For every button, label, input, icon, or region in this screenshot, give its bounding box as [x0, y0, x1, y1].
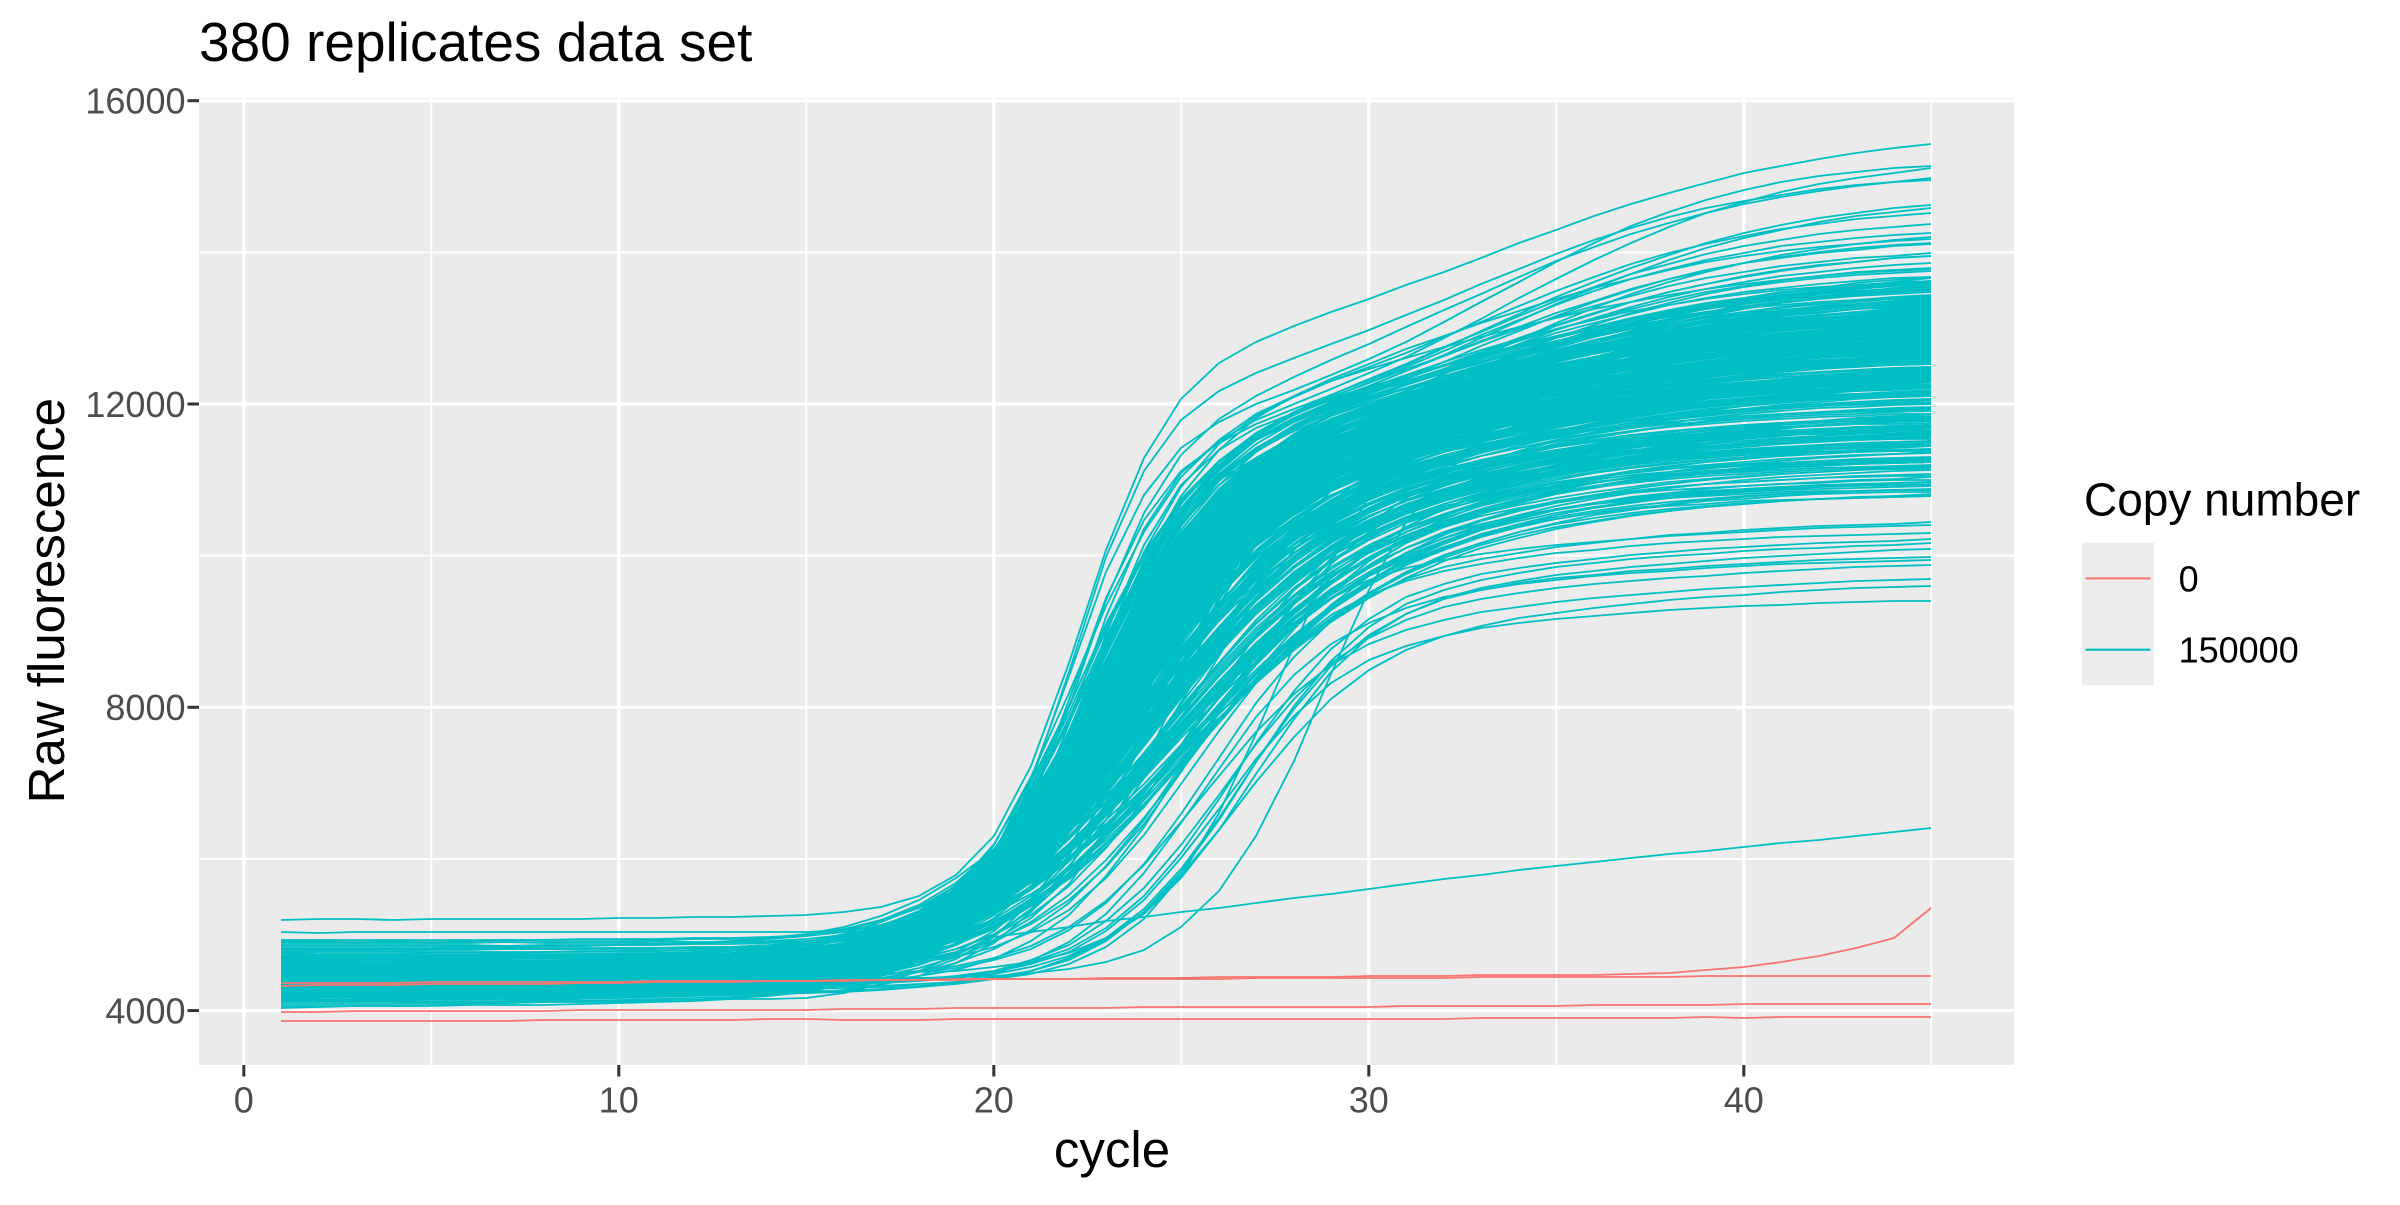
svg-text:0: 0	[234, 1080, 254, 1121]
svg-text:30: 30	[1349, 1080, 1389, 1121]
svg-text:0: 0	[2179, 558, 2199, 599]
svg-text:20: 20	[974, 1080, 1014, 1121]
svg-text:Raw fluorescence: Raw fluorescence	[18, 398, 75, 803]
svg-text:380 replicates data set: 380 replicates data set	[199, 11, 752, 73]
svg-text:4000: 4000	[105, 991, 185, 1032]
svg-text:8000: 8000	[105, 687, 185, 728]
svg-text:16000: 16000	[85, 81, 185, 122]
svg-text:10: 10	[599, 1080, 639, 1121]
svg-text:40: 40	[1724, 1080, 1764, 1121]
svg-text:12000: 12000	[85, 384, 185, 425]
svg-text:cycle: cycle	[1054, 1121, 1170, 1178]
svg-text:150000: 150000	[2179, 630, 2299, 671]
svg-text:Copy number: Copy number	[2084, 474, 2360, 526]
